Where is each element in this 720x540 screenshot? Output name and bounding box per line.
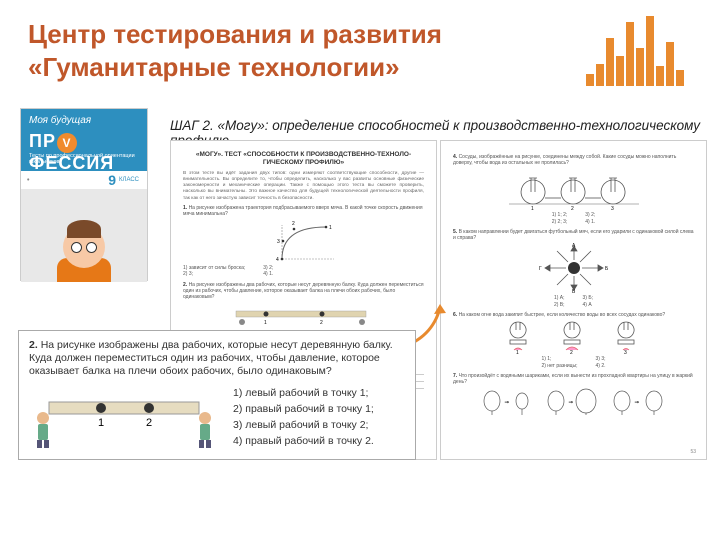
svg-text:1: 1	[531, 206, 534, 210]
q1: 1. На рисунке изображена траектория подб…	[183, 205, 424, 217]
q4: 4. Сосуды, изображённые на рисунке, соед…	[453, 154, 694, 166]
book-pro-prefix: ПР	[29, 131, 56, 151]
svg-text:В: В	[572, 289, 576, 293]
q6: 6. На каком огне вода закипит быстрее, е…	[453, 312, 694, 318]
svg-text:1: 1	[98, 417, 104, 429]
svg-text:2: 2	[570, 350, 573, 354]
book-grade: 9	[108, 172, 116, 188]
q1-opts: 1) зависит от силы броска;2) 3; 3) 2;4) …	[183, 265, 424, 278]
left-page-intro: В этом тесте вы идёт задания двух типов:…	[183, 171, 424, 202]
corner-bars-icon	[586, 8, 696, 88]
q4-opts: 1) 1; 2;2) 2; 3; 3) 2;4) 1.	[453, 212, 694, 225]
book-subtitle: Тесты по профессиональной ориентации шко…	[29, 153, 147, 165]
svg-text:2: 2	[571, 206, 574, 210]
page-right: 4. Сосуды, изображённые на рисунке, соед…	[440, 140, 707, 460]
svg-text:1: 1	[516, 350, 519, 354]
avatar-head	[63, 226, 105, 268]
callout-figure: 1 2	[29, 384, 219, 451]
book-grade-label: КЛАСС	[119, 177, 139, 183]
svg-text:→: →	[634, 399, 640, 405]
title-line-2: «Гуманитарные технологии»	[28, 51, 548, 84]
svg-text:→: →	[504, 399, 510, 405]
slide-title: Центр тестирования и развития «Гуманитар…	[28, 18, 548, 83]
left-page-title: «МОГУ». ТЕСТ «СПОСОБНОСТИ К ПРОИЗВОДСТВЕ…	[183, 151, 424, 167]
svg-text:Б: Б	[605, 266, 609, 272]
book-cover: Моя будущая ПРVФЕССИЯ Тесты по профессио…	[20, 108, 148, 281]
q4-figure: 1 2 3	[453, 168, 694, 210]
q7-figure: → → →	[453, 387, 694, 417]
callout-box: 2. На рисунке изображены два рабочих, ко…	[18, 330, 416, 460]
svg-text:→: →	[568, 399, 574, 405]
right-page-number: 53	[690, 449, 696, 455]
book-v-icon: V	[57, 133, 77, 153]
svg-text:Г: Г	[539, 266, 542, 272]
q1-figure: 4 3 2 1	[183, 219, 424, 263]
avatar-glasses-icon	[69, 242, 99, 252]
svg-text:3: 3	[624, 350, 627, 354]
title-line-1: Центр тестирования и развития	[28, 18, 548, 51]
q5: 5. В каком направлении будет двигаться ф…	[453, 229, 694, 241]
svg-text:2: 2	[146, 417, 152, 429]
book-illustration	[21, 189, 147, 282]
book-cover-band: Моя будущая ПРVФЕССИЯ Тесты по профессио…	[21, 109, 147, 171]
q5-opts: 1) А;2) В; 3) Б;4) А	[453, 295, 694, 308]
svg-text:3: 3	[611, 206, 614, 210]
q5-figure: АБ ВГ	[453, 243, 694, 293]
q6-opts: 1) 1;2) нет разницы; 3) 3;4) 2.	[453, 356, 694, 369]
svg-text:2: 2	[292, 221, 295, 227]
book-top-text: Моя будущая	[29, 115, 91, 126]
svg-text:3: 3	[277, 239, 280, 245]
svg-text:4: 4	[276, 257, 279, 263]
avatar-hair	[67, 220, 101, 238]
q7: 7. Что произойдёт с водяными шариками, е…	[453, 373, 694, 385]
svg-text:1: 1	[264, 320, 267, 326]
svg-text:2: 2	[320, 320, 323, 326]
callout-options: 1) левый рабочий в точку 1; 2) правый ра…	[233, 386, 374, 449]
q2-figure: 1 2	[183, 302, 424, 330]
svg-text:1: 1	[329, 225, 332, 231]
q2: 2. На рисунке изображены два рабочих, ко…	[183, 282, 424, 300]
q6-figure: 1 2 3	[453, 320, 694, 354]
callout-text: 2. На рисунке изображены два рабочих, ко…	[29, 339, 405, 378]
